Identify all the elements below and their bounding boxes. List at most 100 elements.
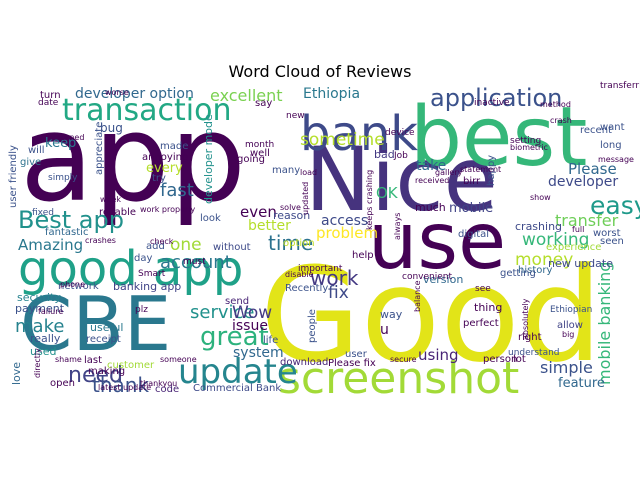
word-cloud-word: simple	[540, 358, 593, 377]
word-cloud-word: big	[562, 330, 574, 339]
word-cloud-word: crashing	[515, 220, 562, 233]
word-cloud-word: see	[475, 284, 491, 294]
word-cloud-word: crashes	[85, 236, 116, 245]
word-cloud-word: Recently	[285, 283, 328, 294]
word-cloud-word: mobile banking	[595, 262, 614, 385]
word-cloud-word: long	[600, 140, 622, 151]
word-cloud-word: look	[200, 213, 221, 224]
word-cloud-word: thankyou	[140, 379, 177, 388]
word-cloud-word: directly	[33, 348, 42, 378]
word-cloud-word: CBE	[20, 280, 171, 368]
word-cloud-word: making	[88, 366, 125, 377]
word-cloud-word: failure	[38, 307, 63, 316]
word-cloud-word: used	[30, 345, 56, 358]
word-cloud-word: digital	[458, 229, 489, 240]
word-cloud-word: much	[415, 201, 446, 214]
word-cloud-word: phone	[60, 280, 85, 289]
word-cloud-word: disable	[285, 270, 314, 279]
word-cloud-word: receipt	[86, 334, 121, 345]
word-cloud-word: Please fix	[328, 358, 376, 369]
chart-title: Word Cloud of Reviews	[228, 62, 412, 81]
word-cloud-word: annoying	[142, 152, 188, 163]
word-cloud-word: plz	[135, 305, 148, 315]
word-cloud-word: keep	[45, 136, 76, 151]
word-cloud-word: good app	[18, 241, 243, 297]
word-cloud-word: transferring	[600, 81, 640, 91]
word-cloud-word: many	[272, 165, 300, 176]
word-cloud-word: load	[300, 168, 317, 177]
word-cloud-word: developer option	[75, 86, 194, 102]
word-cloud-word: week	[100, 195, 121, 204]
word-cloud-word: check	[150, 237, 174, 246]
word-cloud-word: without	[213, 242, 251, 253]
word-cloud-word: useful	[90, 321, 123, 334]
word-cloud-word: user	[345, 349, 368, 360]
word-cloud-word: updated	[301, 182, 310, 215]
word-cloud-word: life	[263, 335, 278, 346]
word-cloud-word: money	[515, 250, 573, 270]
word-cloud-word: last	[84, 355, 102, 366]
word-cloud-word: someone	[160, 355, 197, 364]
word-cloud-word: going	[237, 154, 265, 165]
word-cloud-word: bank	[300, 106, 418, 162]
word-cloud-word: take	[416, 158, 446, 174]
word-cloud-word: appreciate	[94, 122, 105, 175]
word-cloud-word: new update	[548, 257, 613, 270]
word-cloud-word: banking app	[113, 280, 181, 293]
word-cloud-word: people	[307, 309, 318, 343]
word-cloud-word: need	[68, 363, 123, 388]
word-cloud-word: user friendly	[8, 145, 19, 208]
word-cloud-word: fast	[160, 180, 194, 201]
word-cloud-word: Good	[260, 239, 602, 391]
word-cloud-word: feature	[558, 376, 605, 391]
word-cloud-word: even	[240, 203, 277, 221]
word-cloud-word: bad	[374, 148, 395, 161]
word-cloud-word: Smart	[138, 269, 166, 279]
word-cloud-word: date	[38, 98, 59, 108]
word-cloud-word: experience	[546, 242, 601, 253]
word-cloud-word: access	[321, 213, 368, 229]
word-cloud-word: setting	[510, 136, 541, 146]
word-cloud-word: method	[540, 100, 571, 109]
word-cloud-word: latest update	[98, 383, 151, 392]
word-cloud-word: Job	[393, 151, 408, 161]
word-cloud-word: update	[178, 352, 298, 392]
word-cloud-word: transfer	[555, 211, 619, 230]
word-cloud-word: account	[160, 252, 232, 273]
word-cloud-word: working	[522, 230, 589, 250]
word-cloud-word: service	[190, 302, 254, 323]
word-cloud-word: Best app	[18, 206, 124, 234]
word-cloud-word: statement	[460, 165, 501, 174]
word-cloud-word: thing	[474, 301, 502, 314]
word-cloud-word: Ethiopia	[303, 86, 360, 102]
word-cloud-word: code	[155, 384, 179, 395]
word-cloud-word: open	[50, 378, 75, 389]
word-cloud-word: device	[385, 128, 415, 138]
word-cloud-word: excellent	[210, 86, 283, 105]
word-cloud-word: bug	[100, 121, 123, 135]
word-cloud-word: worse	[105, 88, 129, 97]
word-cloud-word: work	[310, 266, 359, 290]
word-cloud-word: Nice	[305, 128, 498, 231]
word-cloud-word: app	[20, 90, 246, 229]
word-cloud-word: great	[200, 322, 269, 352]
word-cloud-word: right	[518, 332, 542, 343]
word-cloud-word: Please	[568, 160, 617, 178]
word-cloud-word: day	[134, 253, 152, 264]
word-cloud-word: Wow	[232, 303, 272, 323]
word-cloud-word: message	[598, 155, 634, 164]
word-cloud-word: reliable	[99, 207, 136, 218]
word-cloud-word: screenshot	[278, 353, 519, 404]
word-cloud-word: perfect	[463, 318, 499, 329]
word-cloud-word: option	[283, 238, 315, 249]
word-cloud-word: understand	[508, 348, 560, 358]
word-cloud-word: best	[410, 90, 587, 185]
word-cloud-word: transaction	[62, 93, 231, 128]
word-cloud-word: made	[160, 141, 188, 152]
word-cloud-word: turn	[40, 90, 61, 101]
word-cloud-word: payment	[15, 302, 65, 315]
word-cloud-word: network	[58, 281, 99, 292]
word-cloud-word: developer mode	[202, 114, 215, 204]
word-cloud-word: every	[146, 161, 183, 176]
